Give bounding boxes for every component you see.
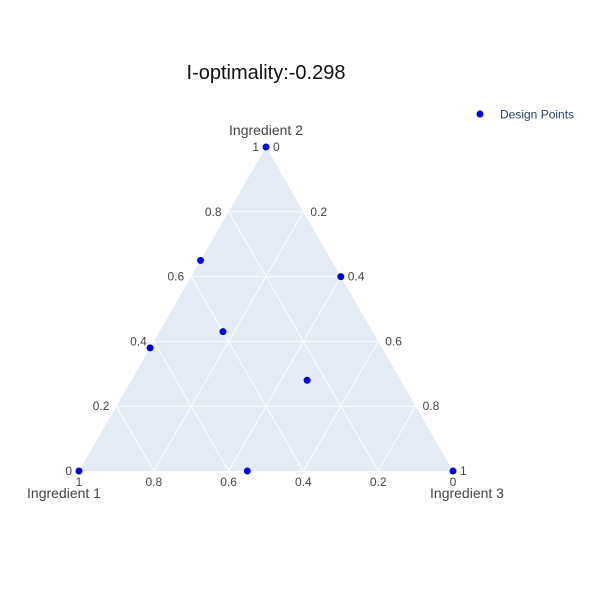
tick-label-ingredient-3: 1 <box>460 464 467 478</box>
grid-line-ingredient-1 <box>115 405 155 472</box>
tick-label-ingredient-2: 1 <box>252 140 259 154</box>
design-point[interactable] <box>337 273 345 281</box>
legend-label: Design Points <box>500 108 574 122</box>
design-point[interactable] <box>449 467 457 475</box>
tick-label-ingredient-1: 0.6 <box>220 475 237 489</box>
design-point[interactable] <box>262 143 270 151</box>
grid-lines <box>115 211 417 472</box>
tick-label-ingredient-3: 0.4 <box>348 270 365 284</box>
tick-label-ingredient-2: 0 <box>65 464 72 478</box>
design-points <box>75 143 457 475</box>
design-point[interactable] <box>219 328 227 336</box>
ternary-plot-area <box>79 147 453 471</box>
axis-title-ingredient-2: Ingredient 2 <box>229 122 303 138</box>
tick-label-ingredient-2: 0.2 <box>93 399 110 413</box>
tick-label-ingredient-1: 0 <box>450 475 457 489</box>
grid-line-ingredient-3 <box>228 276 342 472</box>
tick-label-ingredient-2: 0.4 <box>130 334 147 348</box>
legend-marker <box>476 110 484 118</box>
tick-label-ingredient-1: 0.4 <box>295 475 312 489</box>
design-point[interactable] <box>303 376 311 384</box>
tick-label-ingredient-2: 0.8 <box>205 205 222 219</box>
tick-label-ingredient-3: 0.2 <box>310 205 327 219</box>
grid-line-ingredient-3 <box>302 341 379 472</box>
axis-title-ingredient-1: Ingredient 1 <box>27 485 101 501</box>
legend[interactable]: Design Points <box>476 108 575 122</box>
tick-label-ingredient-3: 0.8 <box>423 399 440 413</box>
design-point[interactable] <box>197 256 205 264</box>
grid-line-ingredient-1 <box>190 276 304 472</box>
tick-label-ingredient-1: 1 <box>76 475 83 489</box>
tick-label-ingredient-2: 0.6 <box>168 270 185 284</box>
design-point[interactable] <box>243 467 251 475</box>
axis-title-ingredient-3: Ingredient 3 <box>430 485 504 501</box>
design-point[interactable] <box>75 467 83 475</box>
tick-label-ingredient-3: 0.6 <box>385 334 402 348</box>
tick-label-ingredient-1: 0.8 <box>145 475 162 489</box>
tick-label-ingredient-1: 0.2 <box>370 475 387 489</box>
tick-label-ingredient-3: 0 <box>273 140 280 154</box>
grid-line-ingredient-1 <box>153 341 230 472</box>
tick-labels: 00.20.40.60.81 00.20.40.60.8100.20.40.60.… <box>65 140 467 489</box>
grid-line-ingredient-3 <box>377 405 417 472</box>
design-point[interactable] <box>146 344 154 352</box>
chart-title: I-optimality:-0.298 <box>187 62 346 84</box>
